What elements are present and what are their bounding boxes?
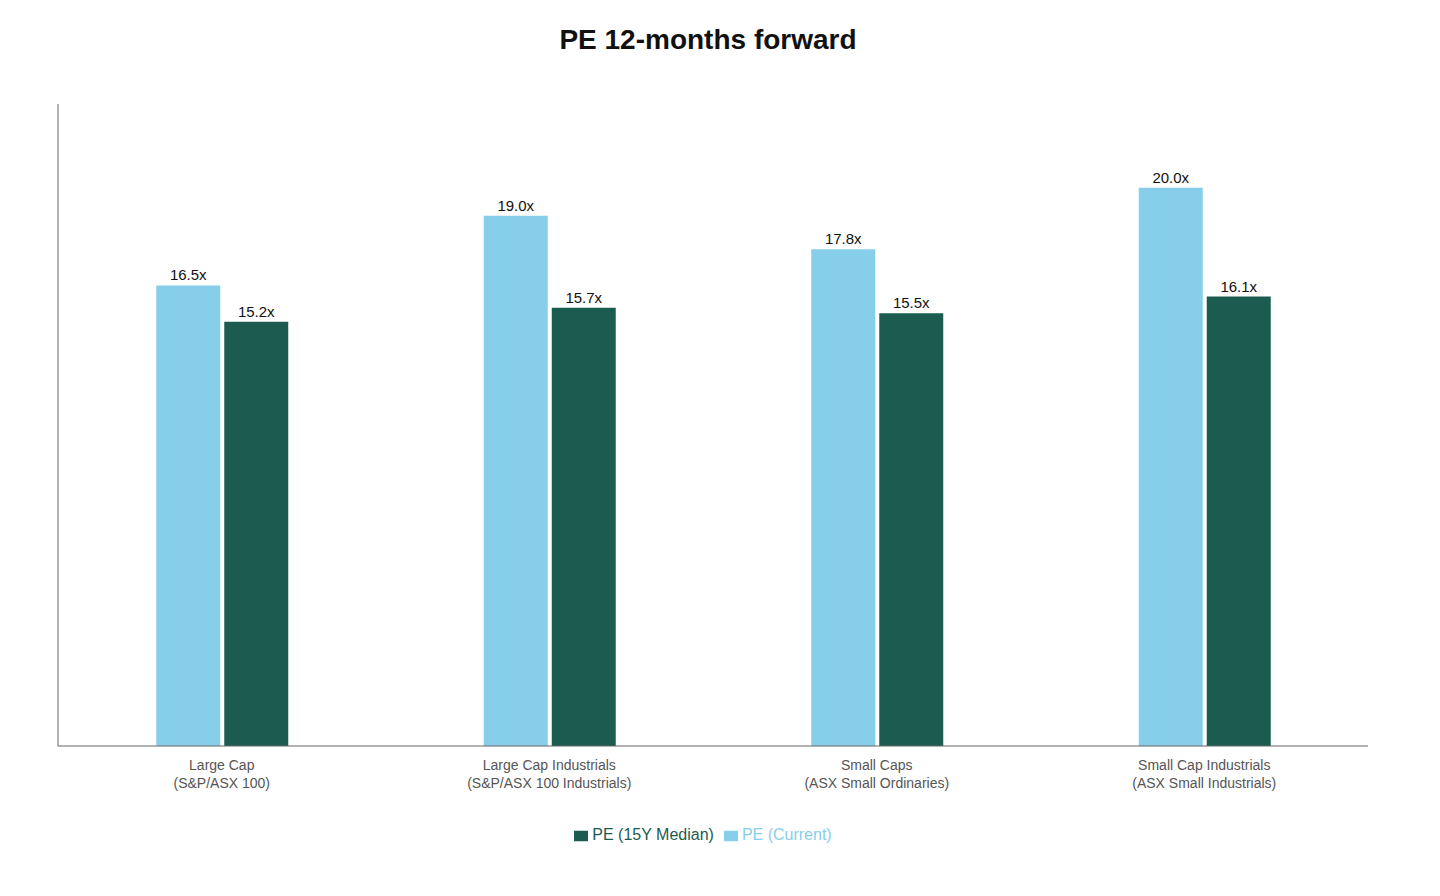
svg-text:16.1x: 16.1x: [1220, 278, 1257, 295]
svg-text:Large Cap(S&P/ASX 100): Large Cap(S&P/ASX 100): [174, 757, 271, 791]
svg-text:20.0x: 20.0x: [1152, 169, 1189, 186]
svg-text:Small Cap Industrials(ASX Smal: Small Cap Industrials(ASX Small Industri…: [1132, 757, 1276, 791]
svg-text:19.0x: 19.0x: [497, 197, 534, 214]
svg-text:16.5x: 16.5x: [170, 266, 207, 283]
svg-text:Small Caps(ASX Small Ordinarie: Small Caps(ASX Small Ordinaries): [804, 757, 949, 791]
html-text:PE (15Y Median): PE (15Y Median): [592, 826, 714, 843]
svg-text:15.2x: 15.2x: [238, 303, 275, 320]
html-text:PE 12-months forward: PE 12-months forward: [559, 24, 857, 55]
svg-text:17.8x: 17.8x: [825, 230, 862, 247]
svg-text:Large Cap Industrials(S&P/ASX: Large Cap Industrials(S&P/ASX 100 Indust…: [467, 757, 631, 791]
svg-text:15.5x: 15.5x: [893, 294, 930, 311]
html-text:PE (Current): PE (Current): [741, 826, 832, 843]
svg-text:15.7x: 15.7x: [565, 289, 602, 306]
